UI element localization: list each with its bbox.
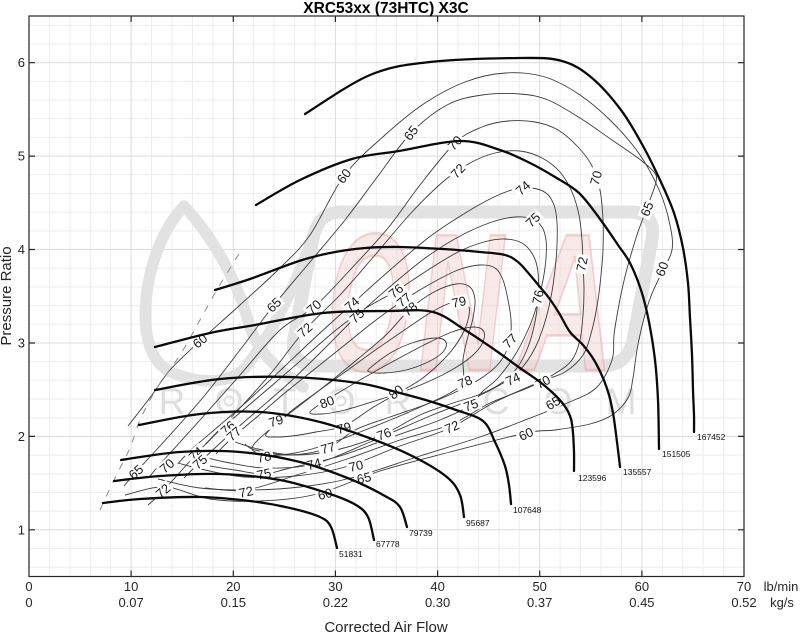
svg-text:kg/s: kg/s — [770, 595, 794, 610]
svg-text:79739: 79739 — [409, 528, 433, 538]
svg-text:50: 50 — [532, 579, 546, 594]
svg-text:75: 75 — [255, 465, 272, 483]
svg-text:0.52: 0.52 — [731, 595, 756, 610]
svg-text:0.22: 0.22 — [323, 595, 348, 610]
svg-text:70: 70 — [737, 579, 751, 594]
svg-text:60: 60 — [652, 260, 671, 279]
svg-text:3: 3 — [18, 336, 25, 351]
svg-text:70: 70 — [587, 169, 605, 187]
svg-text:79: 79 — [267, 412, 285, 431]
svg-text:60: 60 — [635, 579, 649, 594]
svg-text:76: 76 — [375, 424, 394, 443]
svg-text:79: 79 — [450, 293, 467, 311]
svg-text:0: 0 — [25, 579, 32, 594]
svg-text:80: 80 — [318, 392, 337, 411]
svg-text:75: 75 — [462, 395, 481, 414]
svg-text:77: 77 — [319, 439, 337, 457]
svg-text:Pressure Ratio: Pressure Ratio — [0, 246, 15, 345]
svg-text:6: 6 — [18, 55, 25, 70]
svg-text:123596: 123596 — [578, 473, 607, 483]
svg-text:60: 60 — [516, 424, 535, 444]
svg-text:135557: 135557 — [623, 467, 652, 477]
svg-text:151505: 151505 — [662, 449, 691, 459]
svg-text:0.37: 0.37 — [527, 595, 552, 610]
svg-text:78: 78 — [255, 448, 272, 466]
svg-text:0: 0 — [25, 595, 32, 610]
svg-text:107648: 107648 — [513, 505, 542, 515]
svg-text:XRC53xx (73HTC) X3C: XRC53xx (73HTC) X3C — [303, 0, 468, 17]
svg-text:1: 1 — [18, 522, 25, 537]
svg-text:2: 2 — [18, 429, 25, 444]
svg-text:0.15: 0.15 — [221, 595, 246, 610]
svg-text:67778: 67778 — [376, 539, 400, 549]
svg-text:167452: 167452 — [697, 432, 726, 442]
svg-text:72: 72 — [573, 255, 591, 272]
svg-text:4: 4 — [18, 242, 25, 257]
svg-text:76: 76 — [529, 288, 547, 305]
svg-text:72: 72 — [237, 483, 254, 501]
svg-text:95687: 95687 — [466, 518, 490, 528]
svg-text:70: 70 — [347, 457, 364, 475]
svg-text:10: 10 — [124, 579, 138, 594]
svg-text:60: 60 — [316, 485, 334, 503]
svg-text:30: 30 — [328, 579, 342, 594]
svg-text:0.07: 0.07 — [118, 595, 143, 610]
svg-text:78: 78 — [455, 372, 474, 391]
svg-text:Corrected Air Flow: Corrected Air Flow — [324, 619, 448, 636]
svg-text:20: 20 — [226, 579, 240, 594]
svg-text:70: 70 — [533, 372, 553, 392]
svg-text:65: 65 — [637, 199, 656, 218]
svg-text:72: 72 — [442, 417, 461, 436]
svg-text:51831: 51831 — [339, 549, 363, 559]
svg-text:74: 74 — [503, 369, 522, 389]
svg-text:40: 40 — [430, 579, 444, 594]
svg-text:5: 5 — [18, 149, 25, 164]
svg-text:0.45: 0.45 — [629, 595, 654, 610]
svg-text:lb/min: lb/min — [764, 579, 799, 594]
svg-text:0.30: 0.30 — [425, 595, 450, 610]
